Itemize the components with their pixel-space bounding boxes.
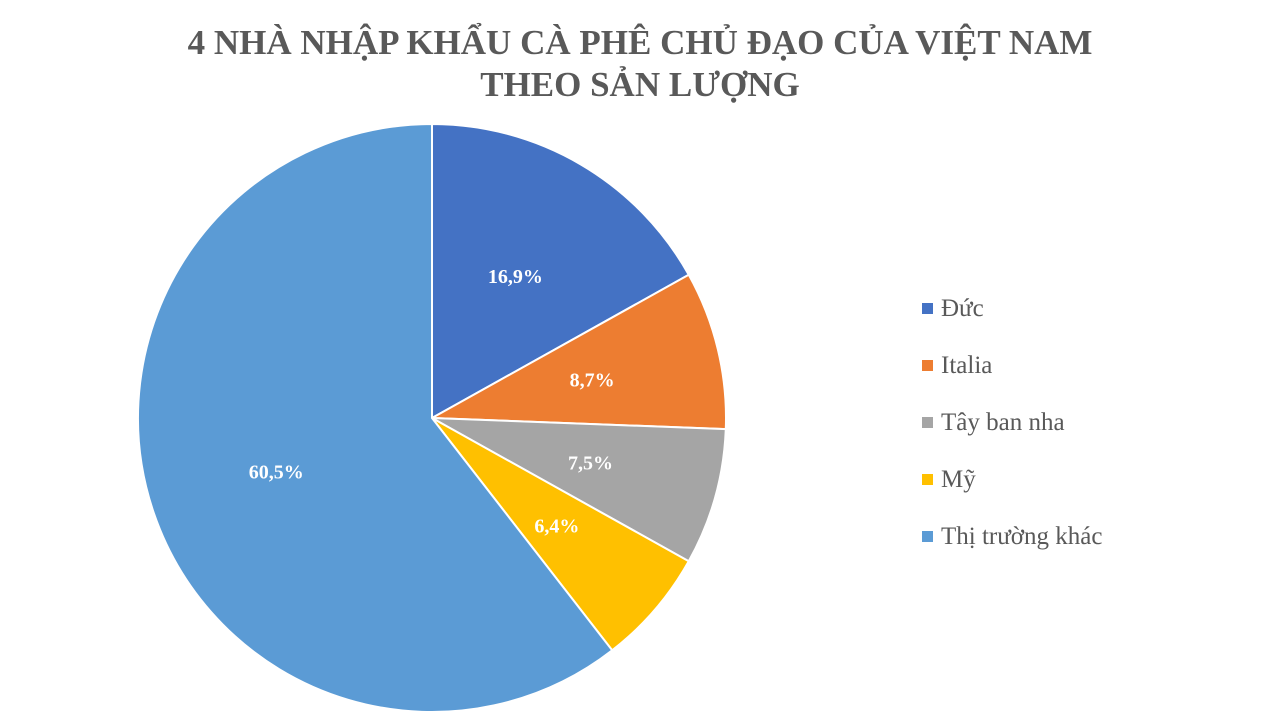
chart-title: 4 NHÀ NHẬP KHẨU CÀ PHÊ CHỦ ĐẠO CỦA VIỆT … [0, 22, 1280, 106]
legend-label: Italia [941, 351, 993, 379]
legend-label: Thị trường khác [941, 522, 1103, 550]
legend-item-thi-truong-khac: Thị trường khác [922, 508, 1102, 565]
legend-label: Tây ban nha [941, 408, 1065, 436]
data-label: 8,7% [570, 370, 615, 392]
legend-label: Đức [941, 294, 984, 322]
pie-slice-2 [428, 273, 727, 431]
data-label: 7,5% [568, 452, 613, 474]
legend-swatch-icon [922, 474, 933, 485]
legend-swatch-icon [922, 417, 933, 428]
data-label: 60,5% [249, 461, 304, 483]
data-label: 6,4% [534, 515, 579, 537]
legend-item-italia: Italia [922, 337, 1102, 394]
data-label: 16,9% [488, 266, 543, 288]
legend-swatch-icon [922, 303, 933, 314]
legend-swatch-icon [922, 531, 933, 542]
chart-legend: Đức Italia Tây ban nha Mỹ Thị trường khá… [922, 280, 1102, 565]
pie-slice-3 [431, 417, 727, 563]
legend-item-tay-ban-nha: Tây ban nha [922, 394, 1102, 451]
pie-slice-1 [431, 122, 691, 420]
legend-swatch-icon [922, 360, 933, 371]
chart-title-line-2: THEO SẢN LƯỢNG [480, 65, 800, 104]
pie-slice-4 [431, 417, 691, 652]
pie-slice-5 [137, 122, 614, 713]
legend-item-my: Mỹ [922, 451, 1102, 508]
legend-label: Mỹ [941, 465, 976, 493]
legend-item-duc: Đức [922, 280, 1102, 337]
chart-title-line-1: 4 NHÀ NHẬP KHẨU CÀ PHÊ CHỦ ĐẠO CỦA VIỆT … [187, 23, 1093, 62]
